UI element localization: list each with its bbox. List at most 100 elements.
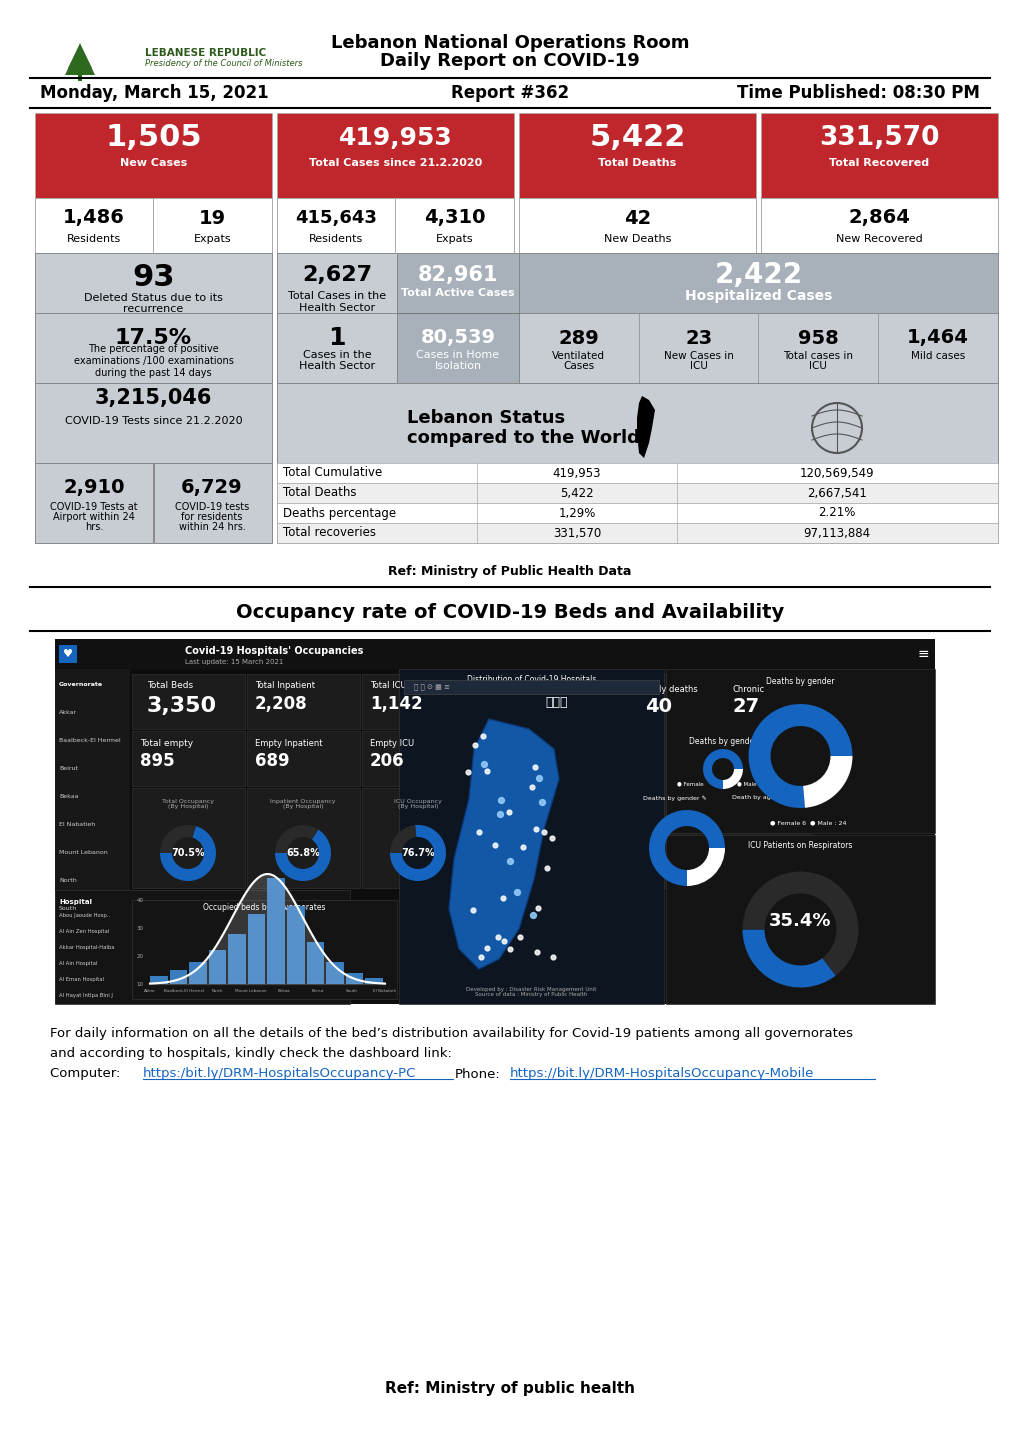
Text: Inpatient Occupancy
(By Hospital): Inpatient Occupancy (By Hospital) <box>270 798 335 810</box>
Bar <box>519 313 997 382</box>
Point <box>489 925 505 948</box>
Polygon shape <box>65 43 95 75</box>
Text: Total Recovered: Total Recovered <box>828 157 928 167</box>
Text: Daily Report on COVID-19: Daily Report on COVID-19 <box>380 52 639 71</box>
Text: https://bit.ly/DRM-HospitalsOccupancy-Mobile: https://bit.ly/DRM-HospitalsOccupancy-Mo… <box>510 1068 813 1081</box>
Text: 27: 27 <box>733 697 759 717</box>
Text: Baalbeck-El Hermel: Baalbeck-El Hermel <box>59 737 120 743</box>
Bar <box>637 788 809 887</box>
Point <box>512 925 528 948</box>
Text: 40: 40 <box>137 898 144 902</box>
Text: Deaths by gender: Deaths by gender <box>765 677 834 685</box>
Point <box>501 938 518 961</box>
Text: Presidency of the Council of Ministers: Presidency of the Council of Ministers <box>145 59 303 68</box>
Bar <box>725 674 809 729</box>
Text: 1,142: 1,142 <box>370 696 422 713</box>
Text: compared to the World: compared to the World <box>407 429 639 447</box>
Bar <box>154 463 272 543</box>
Text: Total cases in: Total cases in <box>783 351 853 361</box>
Point <box>500 801 517 824</box>
Text: 2,910: 2,910 <box>63 479 124 498</box>
Bar <box>247 674 360 729</box>
Text: 689: 689 <box>255 752 289 771</box>
Text: 2,667,541: 2,667,541 <box>806 486 866 499</box>
Point <box>531 766 547 789</box>
Text: ICU Patients on Respirators: ICU Patients on Respirators <box>748 840 852 850</box>
Bar <box>665 835 934 1004</box>
Text: 97,113,884: 97,113,884 <box>803 527 869 540</box>
Text: 2,208: 2,208 <box>255 696 308 713</box>
Text: Akkar Hospital-Halba: Akkar Hospital-Halba <box>59 945 114 951</box>
Wedge shape <box>722 769 742 789</box>
Text: Deleted Status due to its: Deleted Status due to its <box>84 293 223 303</box>
Text: ICU: ICU <box>689 361 707 371</box>
Text: 40: 40 <box>644 697 672 717</box>
Point <box>524 776 540 799</box>
Text: 331,570: 331,570 <box>818 126 938 152</box>
Text: 35.4%: 35.4% <box>768 912 830 931</box>
Text: Residents: Residents <box>67 234 121 244</box>
Polygon shape <box>637 395 654 457</box>
Text: Beirut: Beirut <box>59 765 77 771</box>
Text: Lebanon Status: Lebanon Status <box>407 408 565 427</box>
Text: Daily deaths: Daily deaths <box>644 684 697 694</box>
Text: ICU: ICU <box>809 361 826 371</box>
Bar <box>131 732 245 786</box>
Text: 419,953: 419,953 <box>338 126 452 150</box>
Text: COVID-19 Tests at: COVID-19 Tests at <box>50 502 138 512</box>
Point <box>486 834 502 857</box>
Text: 3,215,046: 3,215,046 <box>95 388 212 408</box>
Text: 415,643: 415,643 <box>296 209 377 227</box>
Text: Airport within 24: Airport within 24 <box>53 512 135 522</box>
Text: Phone:: Phone: <box>454 1068 500 1081</box>
Bar <box>277 483 997 504</box>
Text: 82,961: 82,961 <box>418 266 497 286</box>
Text: Health Sector: Health Sector <box>299 303 375 313</box>
Bar <box>519 198 755 253</box>
Text: Governorate: Governorate <box>59 681 103 687</box>
Text: Ref: Ministry of public health: Ref: Ministry of public health <box>384 1381 635 1395</box>
Wedge shape <box>702 749 742 789</box>
Text: Isolation: Isolation <box>434 361 481 371</box>
Text: Total empty: Total empty <box>140 739 193 747</box>
Text: 2,422: 2,422 <box>713 261 802 289</box>
Bar <box>277 382 997 543</box>
Text: 5,422: 5,422 <box>559 486 593 499</box>
Text: ● Female: ● Female <box>677 782 703 786</box>
Text: Akkar: Akkar <box>144 988 156 993</box>
Text: 2.21%: 2.21% <box>817 506 855 519</box>
Text: Mount Lebanon: Mount Lebanon <box>234 988 266 993</box>
Text: COVID-19 tests: COVID-19 tests <box>174 502 249 512</box>
Text: Total ICU: Total ICU <box>370 681 407 691</box>
Text: Al Eman Hospital: Al Eman Hospital <box>59 977 104 983</box>
Text: 17.5%: 17.5% <box>115 328 192 348</box>
Text: Ref: Ministry of Public Health Data: Ref: Ministry of Public Health Data <box>388 564 631 577</box>
Text: Total Occupancy
(By Hospital): Total Occupancy (By Hospital) <box>162 798 214 810</box>
Text: 4,310: 4,310 <box>424 208 485 228</box>
Text: Health Sector: Health Sector <box>299 361 375 371</box>
Bar <box>277 522 997 543</box>
Text: 1,464: 1,464 <box>906 329 968 348</box>
Point <box>493 788 510 811</box>
Bar <box>267 877 284 984</box>
Point <box>534 791 550 814</box>
Point <box>460 760 476 784</box>
Text: Total Cases in the: Total Cases in the <box>287 291 385 302</box>
Bar <box>131 674 245 729</box>
Bar <box>248 913 265 984</box>
Text: LEBANESE REPUBLIC: LEBANESE REPUBLIC <box>145 48 266 58</box>
Text: Report #362: Report #362 <box>450 84 569 102</box>
Text: 80,539: 80,539 <box>420 329 495 348</box>
Text: 331,570: 331,570 <box>552 527 600 540</box>
Bar <box>637 674 721 729</box>
Text: Total Inpatient: Total Inpatient <box>255 681 315 691</box>
Bar <box>55 639 934 670</box>
Text: Death by age groups: Death by age groups <box>732 795 798 801</box>
Bar <box>665 670 934 833</box>
Text: Chronic: Chronic <box>733 684 764 694</box>
Bar <box>760 198 997 253</box>
Text: Total Cases since 21.2.2020: Total Cases since 21.2.2020 <box>309 157 482 167</box>
Text: within 24 hrs.: within 24 hrs. <box>178 522 246 532</box>
Text: 20: 20 <box>137 954 144 958</box>
Bar <box>169 970 186 984</box>
